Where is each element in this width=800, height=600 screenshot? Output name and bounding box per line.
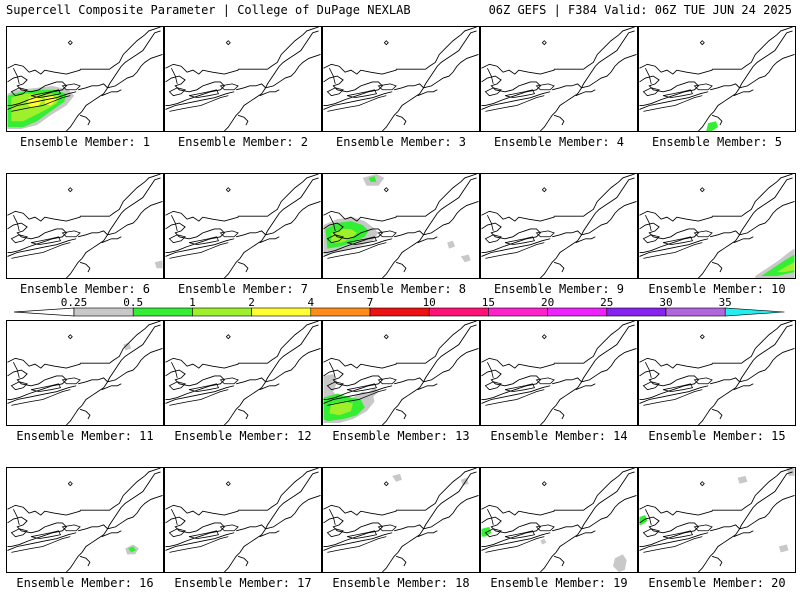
member-label: Ensemble Member: 19 [490, 576, 628, 590]
colorbar-tick-label: 20 [541, 296, 554, 309]
member-map [639, 321, 795, 425]
member-map-panel [322, 320, 480, 426]
member-map [165, 174, 321, 278]
member-label: Ensemble Member: 4 [493, 135, 625, 149]
member-map-panel [638, 467, 796, 573]
member-label: Ensemble Member: 20 [648, 576, 786, 590]
member-map [323, 174, 479, 278]
colorbar-tick-label: 1 [189, 296, 196, 309]
member-map-panel [638, 173, 796, 279]
colorbar-segment [428, 307, 489, 317]
member-map [639, 174, 795, 278]
member-map-panel [638, 320, 796, 426]
colorbar-segment [132, 307, 193, 317]
member-map-panel [164, 467, 322, 573]
colorbar-tick-label: 0.5 [123, 296, 143, 309]
member-map-panel [6, 320, 164, 426]
colorbar-tick-label: 30 [659, 296, 672, 309]
colorbar-segment [73, 307, 134, 317]
colorbar-tick-label: 25 [600, 296, 613, 309]
member-map-panel [6, 467, 164, 573]
member-label: Ensemble Member: 7 [177, 282, 309, 296]
member-label: Ensemble Member: 15 [648, 429, 786, 443]
member-map [639, 468, 795, 572]
colorbar-low-extension [13, 307, 75, 317]
member-map [323, 321, 479, 425]
member-label: Ensemble Member: 14 [490, 429, 628, 443]
member-map [323, 468, 479, 572]
member-map-panel [164, 173, 322, 279]
member-label: Ensemble Member: 11 [16, 429, 154, 443]
member-map [165, 468, 321, 572]
member-map-panel [6, 173, 164, 279]
colorbar-segment [310, 307, 371, 317]
member-label: Ensemble Member: 17 [174, 576, 312, 590]
member-map-panel [322, 173, 480, 279]
colorbar-tick-label: 7 [367, 296, 374, 309]
colorbar-tick-label: 10 [423, 296, 436, 309]
member-map-panel [322, 467, 480, 573]
colorbar-segment [251, 307, 312, 317]
member-map-panel [638, 26, 796, 132]
member-map [7, 27, 163, 131]
member-label: Ensemble Member: 5 [651, 135, 783, 149]
colorbar-segment [606, 307, 667, 317]
member-map-panel [480, 26, 638, 132]
member-label: Ensemble Member: 12 [174, 429, 312, 443]
colorbar-tick-label: 15 [482, 296, 495, 309]
member-label: Ensemble Member: 2 [177, 135, 309, 149]
member-map [7, 321, 163, 425]
member-map-panel [6, 26, 164, 132]
run-valid-time: 06Z GEFS | F384 Valid: 06Z TUE JUN 24 20… [488, 3, 792, 17]
member-label: Ensemble Member: 13 [332, 429, 470, 443]
member-map [639, 27, 795, 131]
colorbar-segment [547, 307, 608, 317]
member-label: Ensemble Member: 6 [19, 282, 151, 296]
member-label: Ensemble Member: 3 [335, 135, 467, 149]
member-label: Ensemble Member: 1 [19, 135, 151, 149]
member-map [7, 174, 163, 278]
colorbar-segment [488, 307, 548, 317]
member-map-panel [164, 320, 322, 426]
colorbar-tick-label: 4 [307, 296, 314, 309]
member-map-panel [480, 467, 638, 573]
member-map-panel [480, 320, 638, 426]
member-map [165, 321, 321, 425]
colorbar-tick-label: 2 [248, 296, 255, 309]
member-label: Ensemble Member: 8 [335, 282, 467, 296]
member-label: Ensemble Member: 9 [493, 282, 625, 296]
colorbar-tick-label: 0.25 [61, 296, 88, 309]
member-map-panel [322, 26, 480, 132]
colorbar-segment [369, 307, 430, 317]
colorbar-legend: 0.25 0.5 1 2 4 7 10 15 20 25 30 35 [13, 296, 785, 317]
member-map [165, 27, 321, 131]
member-map [481, 174, 637, 278]
colorbar-segment [192, 307, 252, 317]
colorbar-high-extension [724, 307, 785, 317]
member-map-panel [480, 173, 638, 279]
member-label: Ensemble Member: 16 [16, 576, 154, 590]
map-title: Supercell Composite Parameter | College … [6, 3, 411, 17]
member-map [323, 27, 479, 131]
member-map-panel [164, 26, 322, 132]
member-label: Ensemble Member: 18 [332, 576, 470, 590]
colorbar-segment [665, 307, 726, 317]
member-map [481, 27, 637, 131]
member-map [7, 468, 163, 572]
colorbar-tick-label: 35 [719, 296, 732, 309]
member-map [481, 468, 637, 572]
member-label: Ensemble Member: 10 [648, 282, 786, 296]
member-map [481, 321, 637, 425]
